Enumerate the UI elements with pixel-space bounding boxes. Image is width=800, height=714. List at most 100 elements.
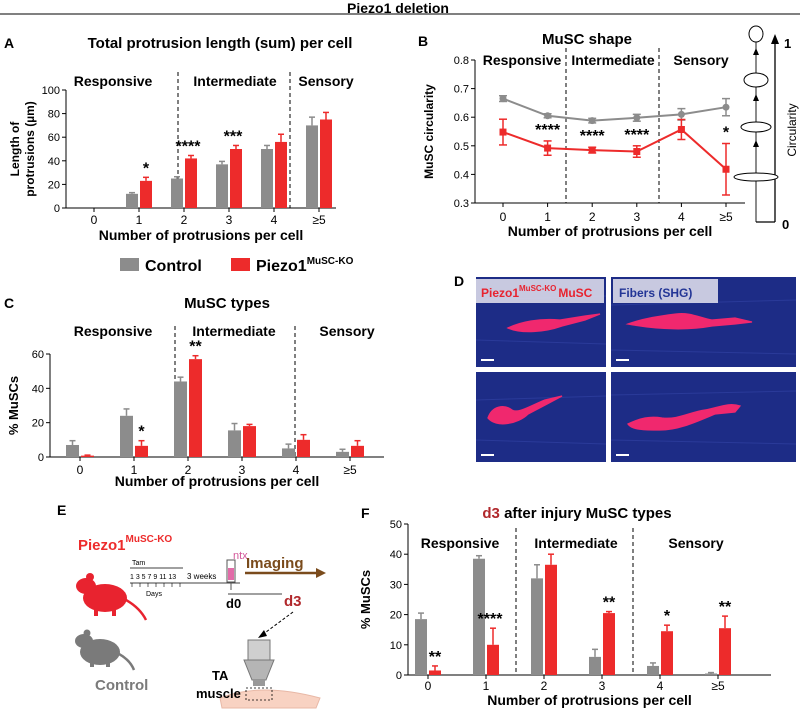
- region-label: Responsive: [483, 52, 562, 68]
- y-tick-label: 50: [390, 519, 402, 531]
- y-tick-label: 0: [396, 670, 402, 682]
- control-mouse-icon: [75, 629, 136, 671]
- bar: [189, 359, 202, 457]
- musc-cell: [625, 312, 753, 330]
- chart-b-musc-shape: MuSC shape 0.3 0.4 0.5 0.6 0.7 0.8 0 1 2 3 4 ≥5 Numbe…: [422, 31, 745, 239]
- significance-marker: *: [664, 608, 671, 625]
- x-axis-label: Number of protrusions per cell: [487, 692, 692, 708]
- bar: [228, 430, 241, 457]
- significance-marker: *: [723, 125, 730, 142]
- muscle-label: muscle: [196, 686, 241, 701]
- significance-marker: ****: [176, 138, 202, 155]
- bar: [661, 631, 673, 675]
- y-tick-label: 60: [48, 132, 60, 144]
- circularity-bottom: 0: [782, 217, 789, 232]
- data-point: [499, 128, 507, 136]
- bar: [589, 656, 601, 675]
- x-tick-label: 1: [544, 210, 551, 224]
- bar: [351, 445, 364, 457]
- x-tick-label: ≥5: [312, 213, 326, 227]
- x-tick-label: 4: [271, 213, 278, 227]
- circularity-scale: 1 0 Circularity: [733, 25, 799, 232]
- e-ko-label: Piezo1MuSC-KO: [78, 534, 172, 554]
- x-tick-label: ≥5: [343, 463, 357, 477]
- y-axis-label: Length ofprotrusions (µm): [8, 101, 37, 197]
- bar: [135, 445, 148, 457]
- shape-elongated-icon: [733, 172, 779, 182]
- y-tick-label: 0.6: [454, 112, 469, 124]
- x-tick-label: 1: [131, 463, 138, 477]
- shape-oval-icon: [743, 72, 769, 88]
- x-tick-label: 2: [541, 679, 548, 693]
- data-point: [633, 148, 641, 156]
- e-control-label: Control: [95, 677, 148, 694]
- muscle-shape: [219, 689, 321, 709]
- bar: [306, 125, 318, 208]
- label-box-fibers: [613, 279, 718, 303]
- bar: [336, 451, 349, 457]
- y-tick-label: 60: [32, 349, 44, 361]
- x-tick-label: 2: [181, 213, 188, 227]
- region-label: Intermediate: [192, 323, 275, 339]
- region-label: Intermediate: [534, 535, 617, 551]
- significance-marker: **: [189, 339, 202, 356]
- y-tick-label: 0.7: [454, 84, 469, 96]
- region-label: Sensory: [319, 323, 374, 339]
- micrograph-fibers-label: Fibers (SHG): [619, 286, 692, 300]
- region-label: Responsive: [74, 73, 153, 89]
- x-tick-label: 4: [293, 463, 300, 477]
- panel-label-a: A: [4, 35, 14, 51]
- bar: [705, 673, 717, 675]
- region-label: Responsive: [74, 323, 153, 339]
- y-tick-label: 100: [42, 85, 60, 97]
- shape-circle-icon: [748, 25, 764, 43]
- chart-f-d3-musc-types: d3 after injury MuSC types 0 10 20 30 40 50 0 1 2…: [358, 505, 771, 708]
- data-point: [722, 103, 730, 111]
- days-values: 1 3 5 7 9 11 13: [130, 574, 176, 581]
- region-label: Sensory: [673, 52, 728, 68]
- x-tick-label: ≥5: [719, 210, 733, 224]
- significance-marker: **: [719, 599, 732, 616]
- y-axis-label: % MuSCs: [358, 570, 373, 629]
- chart-a-protrusion-length: Total protrusion length (sum) per cell 0 2…: [8, 35, 354, 243]
- bar: [415, 619, 427, 675]
- y-axis-label: % MuSCs: [6, 376, 21, 435]
- x-tick-label: 3: [226, 213, 233, 227]
- significance-marker: ****: [580, 128, 606, 145]
- musc-cell: [627, 404, 742, 431]
- tam-label: Tam: [132, 560, 145, 567]
- x-tick-label: 0: [91, 213, 98, 227]
- x-tick-label: 4: [678, 210, 685, 224]
- x-axis-label: Number of protrusions per cell: [508, 223, 713, 239]
- shape-flat-oval-icon: [740, 121, 772, 133]
- chart-c-musc-types: MuSC types 0 20 40 60 0 1 2 3 4 ≥5 Number of protru…: [6, 295, 384, 489]
- musc-cell: [487, 395, 563, 425]
- x-tick-label: 3: [633, 210, 640, 224]
- panel-label-d: D: [454, 273, 464, 289]
- x-tick-label: 2: [185, 463, 192, 477]
- chart-title: Total protrusion length (sum) per cell: [88, 35, 353, 52]
- chart-title: MuSC types: [184, 295, 270, 312]
- bar: [66, 444, 79, 457]
- region-label: Intermediate: [193, 73, 276, 89]
- bar: [174, 381, 187, 457]
- bar: [81, 455, 94, 457]
- y-tick-label: 0.4: [454, 169, 469, 181]
- y-tick-label: 0: [38, 452, 44, 464]
- data-point: [544, 144, 552, 152]
- chart-title: d3 after injury MuSC types: [482, 505, 671, 522]
- region-label: Sensory: [298, 73, 353, 89]
- bar: [473, 558, 485, 675]
- y-tick-label: 40: [390, 549, 402, 561]
- bar: [603, 613, 615, 675]
- bar: [171, 178, 183, 208]
- data-point: [588, 117, 596, 125]
- y-tick-label: 20: [48, 179, 60, 191]
- legend-control-swatch: [120, 258, 139, 271]
- y-tick-label: 0.3: [454, 198, 469, 210]
- data-point: [544, 112, 552, 120]
- significance-marker: ****: [478, 611, 504, 628]
- y-tick-label: 80: [48, 109, 60, 121]
- x-tick-label: 2: [589, 210, 596, 224]
- legend-ko-label: Piezo1MuSC-KO: [256, 256, 354, 275]
